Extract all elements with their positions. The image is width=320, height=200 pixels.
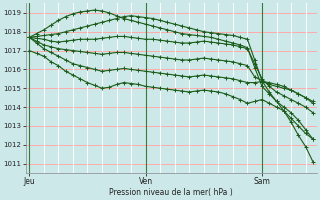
X-axis label: Pression niveau de la mer( hPa ): Pression niveau de la mer( hPa )	[109, 188, 233, 197]
